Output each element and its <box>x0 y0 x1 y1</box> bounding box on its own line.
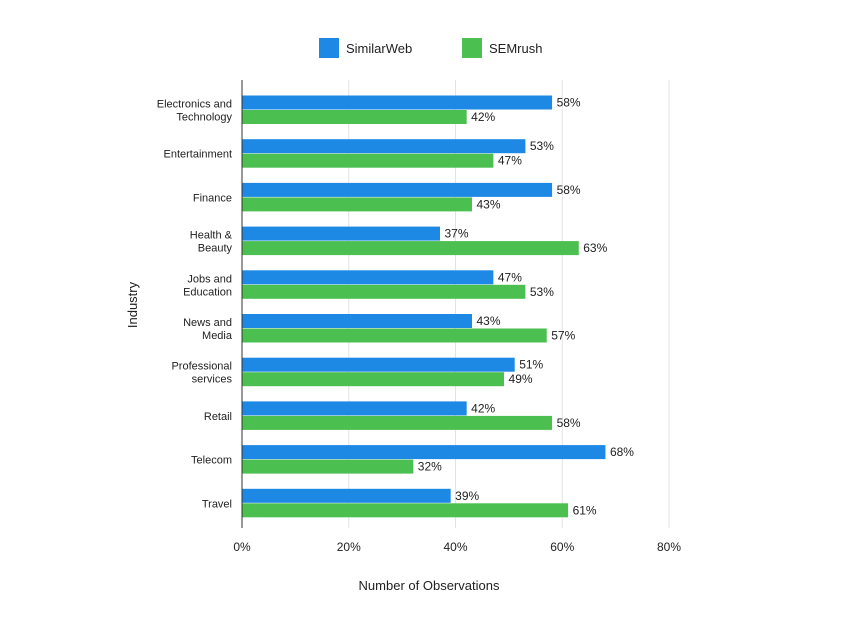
data-label: 43% <box>477 197 501 211</box>
bar-semrush <box>242 241 579 256</box>
legend-swatch <box>319 38 339 58</box>
category-label: Health & Beauty <box>190 230 233 255</box>
y-axis-title: Industry <box>125 281 140 328</box>
bar-semrush <box>242 503 569 518</box>
data-label: 43% <box>477 314 501 328</box>
legend-label: SEMrush <box>489 41 542 56</box>
bar-similarweb <box>242 401 467 416</box>
category-label: Retail <box>204 411 232 423</box>
bar-similarweb <box>242 314 473 328</box>
category-label: News and Media <box>183 317 233 342</box>
bar-semrush <box>242 284 526 299</box>
x-tick-label: 0% <box>233 540 251 554</box>
x-tick-label: 60% <box>550 540 574 554</box>
x-axis-title: Number of Observations <box>359 578 500 593</box>
data-label: 42% <box>471 401 495 415</box>
bar-semrush <box>242 110 467 124</box>
x-tick-label: 80% <box>657 540 681 554</box>
bar-similarweb <box>242 488 451 503</box>
bar-semrush <box>242 415 553 430</box>
data-label: 58% <box>557 96 581 110</box>
data-label: 32% <box>418 460 442 474</box>
legend-swatch <box>462 38 482 58</box>
data-label: 61% <box>573 503 597 517</box>
data-label: 47% <box>498 270 522 284</box>
bar-similarweb <box>242 95 553 110</box>
data-label: 47% <box>498 154 522 168</box>
category-label: Travel <box>202 498 232 510</box>
category-label: Finance <box>193 192 232 204</box>
data-label: 58% <box>557 183 581 197</box>
data-label: 42% <box>471 110 495 124</box>
bar-semrush <box>242 372 505 387</box>
data-label: 58% <box>557 416 581 430</box>
x-tick-label: 20% <box>337 540 361 554</box>
data-label: 39% <box>455 489 479 503</box>
data-label: 53% <box>530 285 554 299</box>
bar-similarweb <box>242 182 553 197</box>
x-tick-label: 40% <box>443 540 467 554</box>
bar-similarweb <box>242 270 494 285</box>
category-label: Entertainment <box>164 149 232 161</box>
data-label: 57% <box>551 329 575 343</box>
bar-semrush <box>242 153 494 168</box>
bar-semrush <box>242 328 547 343</box>
bar-semrush <box>242 459 414 474</box>
legend-label: SimilarWeb <box>346 41 412 56</box>
data-label: 49% <box>509 372 533 386</box>
data-label: 37% <box>444 227 468 241</box>
category-label: Jobs and Education <box>183 273 232 298</box>
category-label: Telecom <box>191 455 232 467</box>
bar-similarweb <box>242 357 515 372</box>
bar-similarweb <box>242 445 606 460</box>
data-label: 63% <box>583 241 607 255</box>
data-label: 53% <box>530 139 554 153</box>
data-label: 51% <box>519 358 543 372</box>
category-label: Electronics and Technology <box>157 99 233 124</box>
bar-semrush <box>242 197 473 212</box>
category-label: Professional services <box>171 361 232 386</box>
bar-similarweb <box>242 139 526 154</box>
data-label: 68% <box>610 445 634 459</box>
bar-similarweb <box>242 226 440 241</box>
